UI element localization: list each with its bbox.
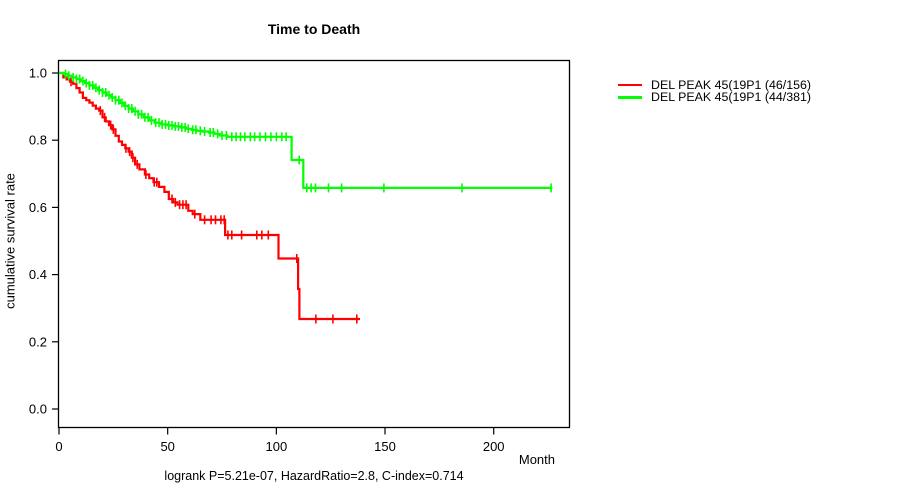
x-tick-label: 50 <box>160 439 174 454</box>
red-survival-curve <box>59 71 360 321</box>
green-survival-curve <box>59 71 553 189</box>
y-tick-label: 0.6 <box>29 200 47 215</box>
y-tick-label: 0.4 <box>29 267 47 282</box>
legend-item-group2: DEL PEAK 45(19P1 (44/381) <box>618 90 812 105</box>
legend-label-group1: DEL PEAK 45(19P1 (46/156) <box>651 78 812 92</box>
x-tick-label: 0 <box>55 439 62 454</box>
legend-label-group2: DEL PEAK 45(19P1 (44/381) <box>651 90 812 105</box>
y-axis-label: cumulative survival rate <box>2 173 18 309</box>
legend-item-group1: DEL PEAK 45(19P1 (46/156) <box>618 79 811 91</box>
legend: DEL PEAK 45(19P1 (46/156) DEL PEAK 45(19… <box>618 79 811 104</box>
y-tick-label: 0.2 <box>29 334 47 349</box>
chart-title: Time to Death <box>267 21 361 37</box>
x-tick-label: 200 <box>483 439 505 454</box>
x-tick-label: 150 <box>374 439 396 454</box>
y-tick-label: 1.0 <box>29 66 47 81</box>
y-tick-label: 0.8 <box>29 133 47 148</box>
plot-frame <box>57 59 571 429</box>
x-axis-label: Month <box>518 452 555 467</box>
legend-line-green <box>618 96 642 99</box>
stats-footnote: logrank P=5.21e-07, HazardRatio=2.8, C-i… <box>164 469 464 483</box>
legend-line-red <box>618 84 642 87</box>
y-tick-label: 0.0 <box>29 402 47 417</box>
x-tick-label: 100 <box>265 439 287 454</box>
